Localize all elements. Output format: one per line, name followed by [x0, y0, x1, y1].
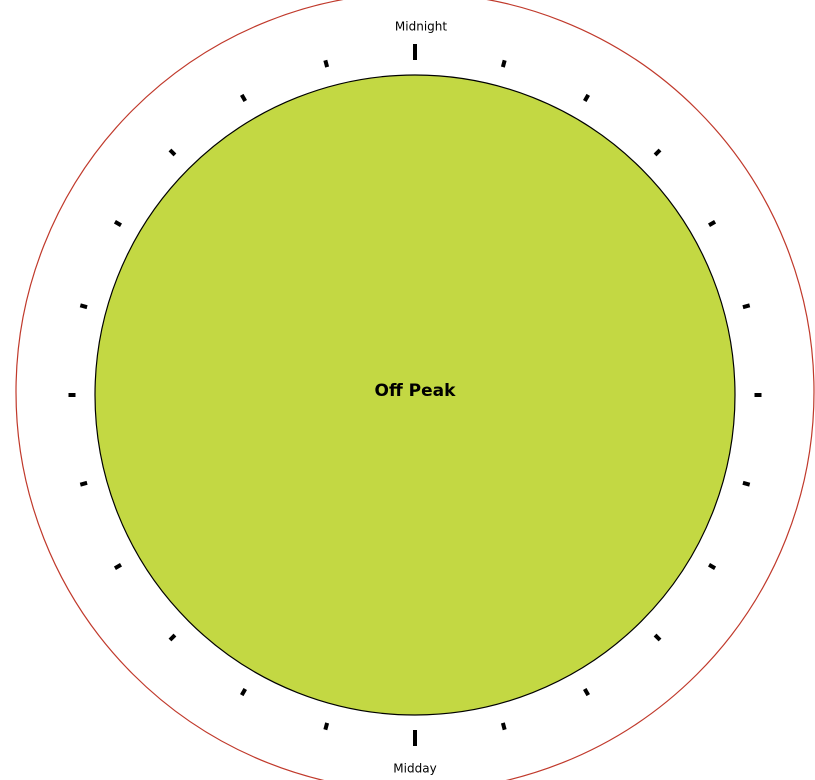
hour-tick	[653, 148, 662, 157]
hour-tick	[708, 563, 717, 570]
bottom-label: Midday	[393, 762, 436, 776]
hour-tick	[168, 148, 177, 157]
hour-tick	[742, 303, 751, 310]
hour-ticks	[68, 44, 762, 746]
hour-tick	[742, 480, 751, 487]
center-label: Off Peak	[375, 381, 457, 401]
hour-tick	[168, 633, 177, 642]
hour-tick	[113, 563, 122, 570]
hour-tick	[500, 722, 507, 731]
hour-tick	[583, 93, 590, 102]
hour-tick	[323, 722, 330, 731]
hour-tick	[323, 59, 330, 68]
hour-tick	[113, 220, 122, 227]
hour-tick	[240, 93, 247, 102]
off-peak-area	[94, 74, 736, 716]
hour-tick	[240, 688, 247, 697]
hour-tick	[79, 480, 88, 487]
outer-ring	[15, 0, 815, 780]
hour-tick	[79, 303, 88, 310]
hour-tick	[500, 59, 507, 68]
top-label: Midnight	[395, 20, 447, 34]
hour-tick	[708, 220, 717, 227]
hour-tick	[653, 633, 662, 642]
hour-tick	[583, 688, 590, 697]
